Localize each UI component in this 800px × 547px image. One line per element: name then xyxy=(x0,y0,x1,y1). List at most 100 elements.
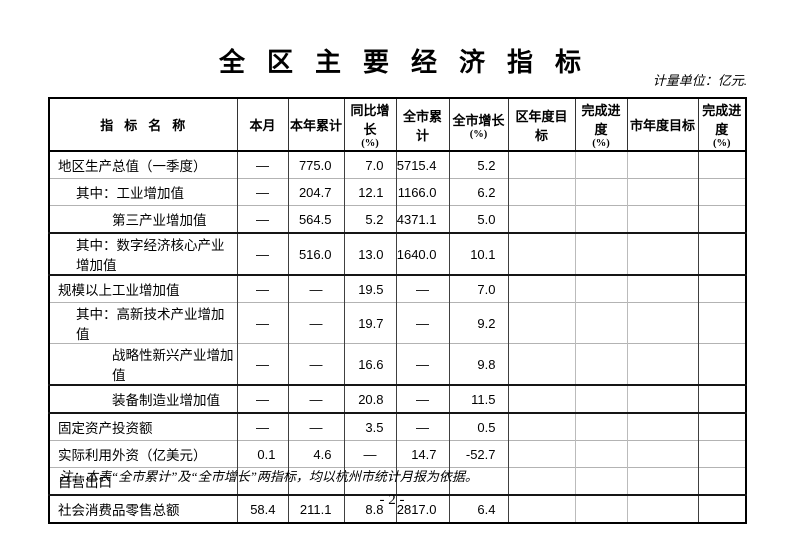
value-cell: 564.5 xyxy=(287,205,344,233)
unit-label: 计量单位：亿元. xyxy=(652,73,747,88)
value-cell: 6.2 xyxy=(448,178,508,206)
value-cell: 5715.4 xyxy=(395,150,449,179)
column-header-yoy-growth: 同比增长 (%) xyxy=(343,98,396,152)
table-row: 固定资产投资额 — — 3.5 — 0.5 xyxy=(49,412,746,441)
value-cell: 13.0 xyxy=(343,232,396,275)
value-cell: — xyxy=(236,343,288,385)
value-cell: — xyxy=(287,384,344,413)
indicator-name-cell: 固定资产投资额 xyxy=(49,412,237,441)
value-cell xyxy=(507,232,575,275)
column-header-district-progress: 完成进度 (%) xyxy=(574,98,627,152)
value-cell xyxy=(574,467,627,495)
indicator-name-cell: 自营出口 xyxy=(49,467,237,495)
column-header-label: 区年度目标 xyxy=(515,108,568,143)
column-header-district-annual-target: 区年度目标 xyxy=(507,98,575,152)
value-cell xyxy=(626,178,698,206)
indicators-table: 指标名称 本月 本年累计 同比增长 (%) 全市累计 全市增长 (%) 区年度目标 … xyxy=(48,97,747,524)
value-cell: 5.2 xyxy=(448,150,508,179)
value-cell xyxy=(574,302,627,344)
value-cell: 775.0 xyxy=(287,150,344,179)
column-header-indicator-name: 指标名称 xyxy=(49,98,237,152)
value-cell: — xyxy=(395,302,449,344)
value-cell: 4.6 xyxy=(287,440,344,468)
value-cell: 9.8 xyxy=(448,343,508,385)
table-row: 第三产业增加值 — 564.5 5.2 4371.1 5.0 xyxy=(49,205,746,233)
value-cell xyxy=(574,494,627,523)
table-row: 地区生产总值（一季度） — 775.0 7.0 5715.4 5.2 xyxy=(49,150,746,179)
value-cell xyxy=(626,150,698,179)
page-title: 全区主要经济指标 xyxy=(218,47,603,77)
value-cell: — xyxy=(287,274,344,303)
value-cell: 20.8 xyxy=(343,384,396,413)
table-row: 规模以上工业增加值 — — 19.5 — 7.0 xyxy=(49,274,746,303)
value-cell: 0.1 xyxy=(236,440,288,468)
value-cell: — xyxy=(236,274,288,303)
value-cell: 7.0 xyxy=(448,274,508,303)
table-row: 战略性新兴产业增加值 — — 16.6 — 9.8 xyxy=(49,343,746,385)
value-cell xyxy=(697,467,746,495)
value-cell xyxy=(697,274,746,303)
value-cell xyxy=(574,150,627,179)
table-row: 实际利用外资（亿美元） 0.1 4.6 — 14.7 -52.7 xyxy=(49,440,746,468)
value-cell xyxy=(236,467,288,495)
value-cell: 204.7 xyxy=(287,178,344,206)
value-cell xyxy=(697,232,746,275)
column-header-label: 市年度目标 xyxy=(629,118,695,133)
value-cell xyxy=(574,412,627,441)
column-header-label: 本月 xyxy=(249,118,276,133)
value-cell: 5.0 xyxy=(448,205,508,233)
value-cell xyxy=(697,302,746,344)
value-cell xyxy=(287,467,344,495)
value-cell xyxy=(507,302,575,344)
table-row: 其中：数字经济核心产业增加值 — 516.0 13.0 1640.0 10.1 xyxy=(49,232,746,275)
value-cell xyxy=(626,412,698,441)
value-cell: 12.1 xyxy=(343,178,396,206)
value-cell: — xyxy=(395,343,449,385)
value-cell xyxy=(507,343,575,385)
value-cell xyxy=(626,205,698,233)
indicator-name-cell: 其中：数字经济核心产业增加值 xyxy=(49,232,237,275)
indicator-name-cell: 其中：高新技术产业增加值 xyxy=(49,302,237,344)
value-cell: — xyxy=(236,150,288,179)
table-row: 社会消费品零售总额 58.4 211.1 8.8 2817.0 6.4 xyxy=(49,494,746,523)
value-cell: 9.2 xyxy=(448,302,508,344)
value-cell xyxy=(626,343,698,385)
value-cell xyxy=(697,150,746,179)
value-cell: — xyxy=(236,205,288,233)
value-cell: 16.6 xyxy=(343,343,396,385)
column-header-sublabel: (%) xyxy=(361,138,379,149)
value-cell xyxy=(626,467,698,495)
table-row: 装备制造业增加值 — — 20.8 — 11.5 xyxy=(49,384,746,413)
value-cell: 3.5 xyxy=(343,412,396,441)
table-row: 自营出口 xyxy=(49,467,746,495)
value-cell xyxy=(507,412,575,441)
value-cell: — xyxy=(287,412,344,441)
value-cell: — xyxy=(287,343,344,385)
value-cell xyxy=(507,178,575,206)
column-header-this-month: 本月 xyxy=(236,98,288,152)
value-cell: — xyxy=(236,384,288,413)
value-cell: 11.5 xyxy=(448,384,508,413)
indicator-name-cell: 地区生产总值（一季度） xyxy=(49,150,237,179)
value-cell xyxy=(626,232,698,275)
value-cell xyxy=(507,150,575,179)
value-cell xyxy=(448,467,508,495)
value-cell xyxy=(697,343,746,385)
value-cell: 8.8 xyxy=(343,494,396,523)
value-cell xyxy=(697,412,746,441)
value-cell: 19.7 xyxy=(343,302,396,344)
column-header-city-cumulative: 全市累计 xyxy=(395,98,449,152)
value-cell: 4371.1 xyxy=(395,205,449,233)
column-header-label: 全市增长 xyxy=(452,112,505,128)
value-cell xyxy=(395,467,449,495)
table-row: 其中：工业增加值 — 204.7 12.1 1166.0 6.2 xyxy=(49,178,746,206)
value-cell: 2817.0 xyxy=(395,494,449,523)
value-cell xyxy=(507,494,575,523)
column-header-label: 完成进度 xyxy=(581,103,621,137)
value-cell xyxy=(343,467,396,495)
value-cell: 7.0 xyxy=(343,150,396,179)
value-cell xyxy=(507,205,575,233)
column-header-city-progress: 完成进度 (%) xyxy=(697,98,746,152)
table-header-row: 指标名称 本月 本年累计 同比增长 (%) 全市累计 全市增长 (%) 区年度目标 … xyxy=(49,98,746,152)
